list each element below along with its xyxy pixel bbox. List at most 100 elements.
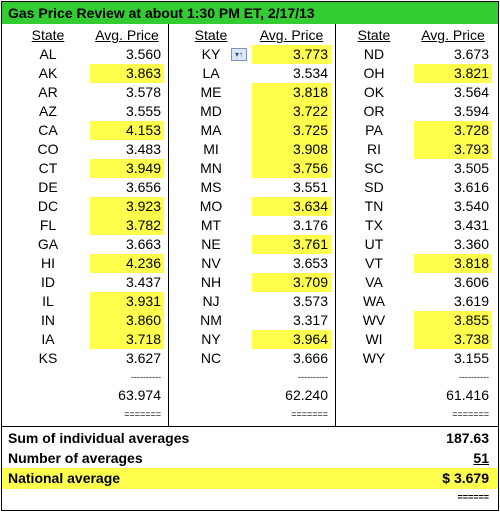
price-cell: 3.551 [292, 179, 328, 195]
price-cell: 3.793 [414, 140, 492, 159]
price-cell: 3.606 [453, 274, 489, 290]
price-cell: 3.964 [252, 330, 331, 349]
state-cell: AR [38, 84, 58, 100]
column-total: 63.974 [118, 387, 161, 403]
state-cell: ME [200, 84, 222, 100]
price-cell: 3.863 [90, 64, 164, 83]
price-cell: 3.728 [414, 121, 492, 140]
price-cell: 3.923 [90, 197, 164, 216]
summary-value: 51 [473, 450, 489, 466]
state-cell: DE [38, 179, 58, 195]
price-cell: 3.818 [414, 254, 492, 273]
state-cell: LA [202, 65, 220, 81]
price-cell: 4.236 [90, 254, 164, 273]
state-cell: NJ [202, 293, 220, 309]
price-cell: 4.153 [90, 121, 164, 140]
price-cell: 3.627 [125, 350, 161, 366]
price-cell: 3.663 [125, 236, 161, 252]
price-cell: 3.594 [453, 103, 489, 119]
price-cell: 3.540 [453, 198, 489, 214]
state-cell: MA [200, 122, 222, 138]
price-cell: 3.656 [125, 179, 161, 195]
state-cell: PA [365, 122, 383, 138]
state-cell: VT [365, 255, 383, 271]
price-cell: 3.722 [252, 102, 331, 121]
state-cell: OH [363, 65, 385, 81]
state-cell: TN [364, 198, 384, 214]
price-cell: 3.738 [414, 330, 492, 349]
state-cell: RI [367, 141, 381, 157]
header-price: Avg. Price [95, 27, 159, 43]
state-cell: VA [365, 274, 383, 290]
price-cell: 3.860 [90, 311, 164, 330]
price-cell: 3.821 [414, 64, 492, 83]
state-cell: NY [201, 331, 221, 347]
state-cell: IA [41, 331, 55, 347]
summary-label: Number of averages [8, 450, 143, 466]
state-cell: IN [41, 312, 55, 328]
header-state: State [31, 27, 65, 43]
price-cell: 3.505 [453, 160, 489, 176]
equals: ======= [124, 409, 161, 419]
header-state: State [194, 27, 228, 43]
state-cell: MD [200, 103, 222, 119]
summary-value: 187.63 [446, 430, 489, 446]
divider [168, 24, 169, 426]
state-cell: MI [203, 141, 219, 157]
price-cell: 3.782 [90, 216, 164, 235]
header-price: Avg. Price [421, 27, 485, 43]
state-cell: AK [38, 65, 58, 81]
price-cell: 3.709 [252, 273, 331, 292]
state-cell: MN [200, 160, 222, 176]
price-cell: 3.483 [125, 141, 161, 157]
price-cell: 3.437 [125, 274, 161, 290]
state-cell: NM [200, 312, 222, 328]
price-cell: 3.949 [90, 159, 164, 178]
state-cell: SD [364, 179, 384, 195]
price-cell: 3.653 [292, 255, 328, 271]
title: Gas Price Review at about 1:30 PM ET, 2/… [8, 5, 315, 21]
state-cell: MT [200, 217, 222, 233]
price-cell: 3.756 [252, 159, 331, 178]
price-cell: 3.564 [453, 84, 489, 100]
price-cell: 3.908 [252, 140, 331, 159]
state-cell: CO [37, 141, 59, 157]
highlight-row [2, 468, 498, 489]
state-cell: FL [39, 217, 57, 233]
state-cell: SC [364, 160, 384, 176]
price-cell: 3.666 [292, 350, 328, 366]
title-bar [2, 2, 498, 24]
state-cell: TX [365, 217, 383, 233]
state-cell: KS [38, 350, 58, 366]
state-cell: DC [37, 198, 59, 214]
summary-label: Sum of individual averages [8, 430, 190, 446]
state-cell: UT [364, 236, 384, 252]
dashes: ---------- [298, 372, 328, 382]
state-cell: KY [201, 46, 221, 62]
price-cell: 3.431 [453, 217, 489, 233]
divider [335, 24, 336, 426]
price-cell: 3.555 [125, 103, 161, 119]
equals: ======= [452, 409, 489, 419]
header-price: Avg. Price [259, 27, 324, 43]
price-cell: 3.573 [292, 293, 328, 309]
price-cell: 3.619 [453, 293, 489, 309]
state-cell: GA [37, 236, 59, 252]
price-cell: 3.578 [125, 84, 161, 100]
price-cell: 3.931 [90, 292, 164, 311]
equals: ======= [291, 409, 328, 419]
column-total: 61.416 [446, 387, 489, 403]
state-cell: WA [362, 293, 386, 309]
state-cell: ND [363, 46, 385, 62]
price-cell: 3.560 [125, 46, 161, 62]
state-cell: AZ [39, 103, 57, 119]
dashes: ---------- [459, 372, 489, 382]
state-cell: WY [362, 350, 386, 366]
dashes: ---------- [131, 372, 161, 382]
price-cell: 3.725 [252, 121, 331, 140]
state-cell: NH [200, 274, 222, 290]
filter-icon[interactable]: ▾↑ [231, 48, 247, 61]
state-cell: ID [41, 274, 55, 290]
state-cell: MS [200, 179, 222, 195]
